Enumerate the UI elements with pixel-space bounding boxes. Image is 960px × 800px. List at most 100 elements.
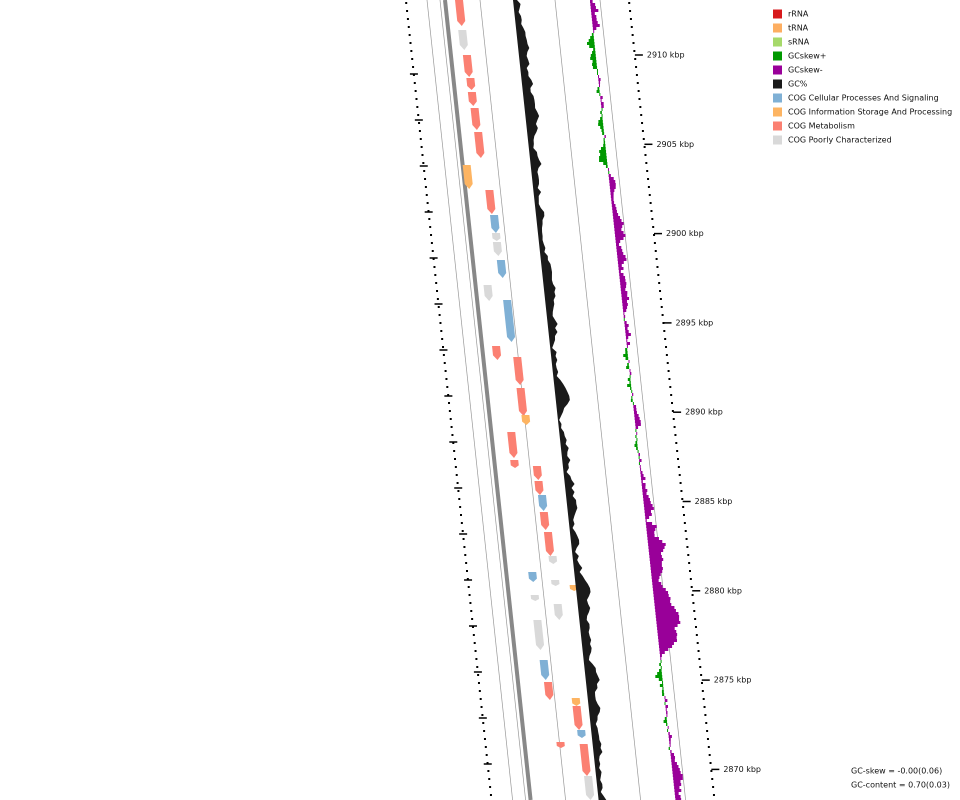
scale-dot bbox=[633, 50, 636, 52]
scale-dot bbox=[407, 26, 410, 28]
scale-dot bbox=[484, 746, 487, 748]
scale-dot bbox=[697, 650, 700, 652]
gc-skew bbox=[655, 609, 676, 612]
scale-dot bbox=[699, 666, 702, 668]
gc-skew bbox=[636, 447, 638, 450]
scale-dot bbox=[457, 490, 460, 492]
scale-label: 2890 kbp bbox=[685, 408, 723, 417]
scale-dot bbox=[649, 202, 652, 204]
gc-skew bbox=[623, 315, 626, 318]
scale-dot bbox=[438, 314, 441, 316]
scale-dot bbox=[489, 794, 492, 796]
gc-skew bbox=[600, 117, 603, 120]
scale-dot bbox=[477, 682, 480, 684]
gene bbox=[521, 415, 531, 425]
scale-dot bbox=[643, 146, 646, 148]
gc-skew bbox=[649, 558, 664, 561]
gc-skew bbox=[632, 402, 634, 405]
legend-swatch bbox=[773, 135, 782, 145]
scale-dot bbox=[436, 298, 439, 300]
gc-skew bbox=[639, 465, 641, 468]
gc-skew bbox=[603, 141, 606, 144]
gc-skew bbox=[664, 702, 666, 705]
gene bbox=[458, 30, 468, 50]
scale-dot bbox=[424, 186, 427, 188]
gc-skew bbox=[647, 534, 655, 537]
scale-dot bbox=[710, 770, 713, 772]
scale-dot bbox=[669, 386, 672, 388]
gc-skew bbox=[635, 435, 637, 438]
gc-skew bbox=[593, 48, 596, 51]
gc-skew bbox=[638, 462, 640, 465]
gc-skew bbox=[616, 246, 622, 249]
scale-dot bbox=[673, 426, 676, 428]
scale-dot bbox=[640, 114, 643, 116]
scale-dot bbox=[660, 306, 663, 308]
gc-skew bbox=[603, 162, 608, 165]
scale-dot bbox=[682, 506, 685, 508]
gene bbox=[571, 698, 581, 706]
scale-dot bbox=[652, 226, 655, 228]
scale-dot bbox=[668, 378, 671, 380]
scale-dot bbox=[441, 338, 444, 340]
gc-skew bbox=[612, 210, 617, 213]
gc-skew bbox=[620, 285, 627, 288]
gc-skew bbox=[638, 453, 640, 456]
gc-skew bbox=[613, 219, 622, 222]
scale-dot bbox=[483, 738, 486, 740]
gc-skew bbox=[645, 522, 653, 525]
gc-skew bbox=[600, 126, 604, 129]
legend-swatch bbox=[773, 93, 782, 103]
gc-skew bbox=[635, 441, 638, 444]
gc-skew bbox=[599, 150, 607, 153]
gc-skew bbox=[642, 486, 646, 489]
gc-skew bbox=[637, 450, 639, 453]
scale-dot bbox=[430, 242, 433, 244]
scale-dot bbox=[482, 722, 485, 724]
scale-dot bbox=[463, 546, 466, 548]
gc-skew bbox=[660, 666, 662, 669]
scale-dot bbox=[435, 282, 438, 284]
gc-skew bbox=[603, 138, 605, 141]
scale-dot bbox=[648, 194, 651, 196]
scale-dot bbox=[430, 234, 433, 236]
gc-skew bbox=[658, 636, 677, 639]
scale-label: 2900 kbp bbox=[666, 229, 704, 238]
scale-dot bbox=[465, 570, 468, 572]
gc-skew bbox=[672, 774, 683, 777]
gc-skew bbox=[656, 618, 680, 621]
scale-dot bbox=[694, 618, 697, 620]
scale-dot bbox=[440, 330, 443, 332]
gc-skew bbox=[664, 696, 666, 699]
scale-dot bbox=[688, 570, 691, 572]
gc-skew bbox=[646, 525, 657, 528]
gc-skew bbox=[641, 480, 643, 483]
scale-dot bbox=[698, 658, 701, 660]
legend-swatch bbox=[773, 9, 782, 19]
gc-skew bbox=[654, 603, 672, 606]
gc-skew bbox=[592, 66, 598, 69]
gc-skew bbox=[590, 36, 594, 39]
gc-skew bbox=[614, 231, 624, 234]
scale-dot bbox=[418, 130, 421, 132]
gc-skew bbox=[598, 75, 600, 78]
scale-dot bbox=[629, 10, 632, 12]
scale-dot bbox=[458, 498, 461, 500]
scale-dot bbox=[465, 562, 468, 564]
scale-dot bbox=[467, 586, 470, 588]
gene bbox=[539, 512, 550, 530]
gc-skew bbox=[592, 24, 600, 27]
gc-skew bbox=[590, 57, 597, 60]
scale-dot bbox=[653, 234, 656, 236]
scale-dot bbox=[474, 650, 477, 652]
gc-skew bbox=[610, 189, 615, 192]
scale-dot bbox=[483, 730, 486, 732]
gc-skew bbox=[662, 681, 664, 684]
gc-skew bbox=[658, 678, 663, 681]
scale-dot bbox=[423, 170, 426, 172]
gc-skew bbox=[662, 687, 664, 690]
scale-dot bbox=[651, 218, 654, 220]
gc-skew bbox=[650, 567, 663, 570]
gc-skew bbox=[598, 81, 601, 84]
